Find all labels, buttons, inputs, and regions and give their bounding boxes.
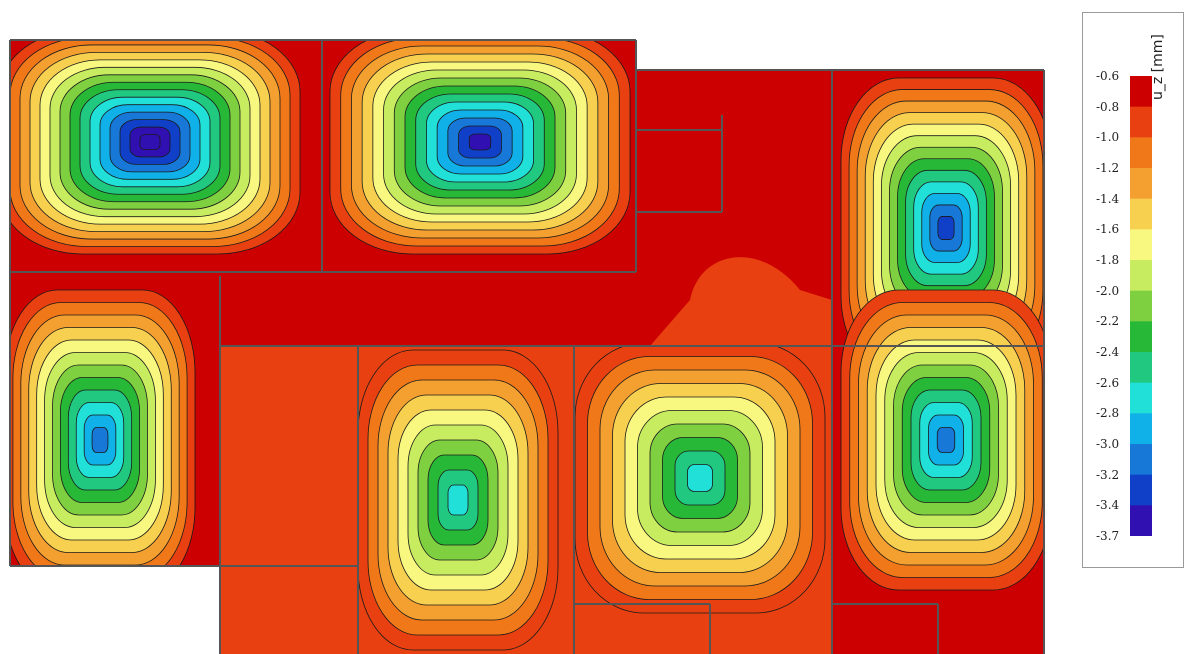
contour-panel-E: [574, 346, 826, 614]
wall-lines: [9, 39, 1045, 654]
legend-tick-label: -3.7: [1096, 529, 1120, 543]
legend-tick-label: -1.2: [1096, 161, 1120, 175]
legend-tick-label: -3.0: [1096, 437, 1120, 451]
legend-swatch: [1130, 137, 1152, 169]
legend-swatch: [1130, 413, 1152, 445]
legend-tick-label: -3.2: [1096, 467, 1120, 482]
legend-tick-label: -1.0: [1096, 130, 1120, 145]
legend-swatch: [1130, 260, 1152, 292]
legend-swatch: [1130, 321, 1152, 353]
legend-swatch: [1130, 106, 1152, 138]
contour-band: [936, 427, 956, 453]
legend-colorbar: [1130, 76, 1152, 536]
contour-fields: [10, 40, 1044, 651]
legend-tick-label: -3.4: [1096, 498, 1120, 513]
legend-tick-label: -2.6: [1096, 375, 1120, 390]
legend-tick-label: -1.8: [1096, 253, 1120, 267]
contour-band: [139, 134, 161, 150]
legend-swatch: [1130, 474, 1152, 506]
contour-band: [937, 216, 955, 240]
contour-panel-F-lower: [840, 289, 1044, 591]
legend-swatch: [1130, 382, 1152, 414]
legend-tick-label: -2.2: [1096, 314, 1120, 329]
contour-panel-A: [10, 40, 301, 255]
legend-swatch: [1130, 444, 1152, 476]
legend-tick-label: -1.6: [1096, 222, 1120, 237]
contour-band: [447, 484, 469, 516]
legend-swatch: [1130, 352, 1152, 384]
legend-swatch: [1130, 198, 1152, 230]
legend-swatch: [1130, 505, 1152, 536]
legend-tick-label: -1.4: [1096, 191, 1120, 206]
legend-tick-label: -0.6: [1096, 69, 1120, 83]
legend-swatch: [1130, 290, 1152, 322]
legend-tick-label: -2.8: [1096, 406, 1120, 421]
legend-tick-label: -2.4: [1096, 345, 1120, 359]
legend-swatch: [1130, 168, 1152, 200]
legend-tick-label: -0.8: [1096, 99, 1120, 114]
legend-swatch: [1130, 229, 1152, 261]
contour-panel-D: [358, 349, 559, 651]
legend-swatch: [1130, 76, 1152, 108]
contour-band: [91, 427, 109, 453]
contour-band: [687, 464, 713, 492]
legend-tick-label: -2.0: [1096, 283, 1120, 298]
zone-bulge: [650, 257, 832, 346]
contour-band: [468, 133, 492, 151]
contour-panel-C: [10, 289, 196, 566]
contour-panel-B: [329, 40, 631, 255]
